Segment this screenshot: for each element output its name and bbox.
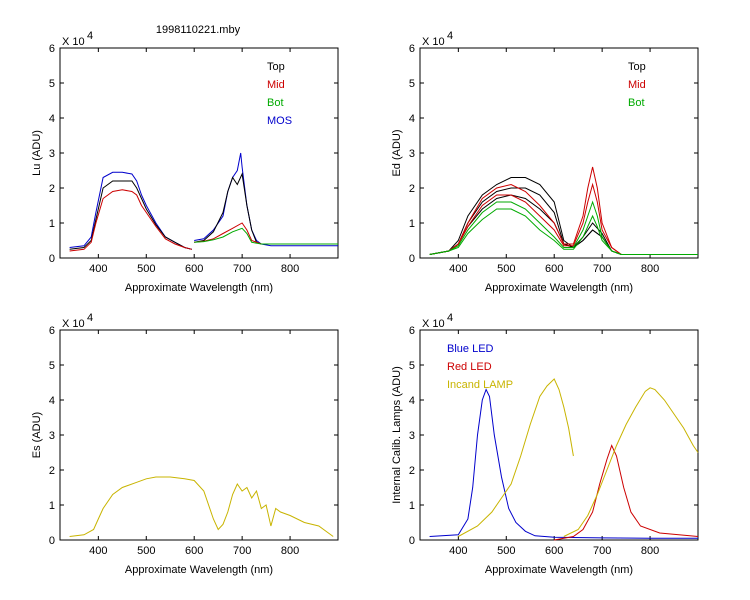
lamps-ytick-label: 4 xyxy=(409,395,415,407)
ed-ytick-label: 4 xyxy=(409,113,415,125)
lu-series-line xyxy=(194,227,338,245)
lu-ytick-label: 6 xyxy=(49,43,55,55)
es-xtick-label: 600 xyxy=(185,545,203,557)
ed-xtick-label: 700 xyxy=(593,263,611,275)
ed-ytick-label: 2 xyxy=(409,183,415,195)
lu-ytick-label: 0 xyxy=(49,253,55,265)
es-chart xyxy=(59,329,339,541)
ed-legend-entry: Mid xyxy=(628,79,646,91)
ed-ytick-label: 1 xyxy=(409,218,415,230)
lu-series-line xyxy=(194,172,338,245)
lu-exponent: X 10 xyxy=(62,36,85,48)
lu-legend-entry: MOS xyxy=(267,115,292,127)
es-ytick-label: 3 xyxy=(49,430,55,442)
lu-exponent-power: 4 xyxy=(87,30,93,42)
ed-ytick-label: 0 xyxy=(409,253,415,265)
ed-exponent: X 10 xyxy=(422,36,445,48)
lamps-ytick-label: 3 xyxy=(409,430,415,442)
lu-chart xyxy=(59,47,339,259)
ed-series-line xyxy=(429,182,698,255)
lu-legend-entry: Bot xyxy=(267,97,284,109)
ed-exponent-power: 4 xyxy=(447,30,453,42)
lu-ytick-label: 3 xyxy=(49,148,55,160)
lamps-ytick-label: 2 xyxy=(409,465,415,477)
es-exponent: X 10 xyxy=(62,318,85,330)
lamps-ytick-label: 1 xyxy=(409,500,415,512)
es-ytick-label: 1 xyxy=(49,500,55,512)
lamps-xtick-label: 800 xyxy=(641,545,659,557)
lu-xtick-label: 600 xyxy=(185,263,203,275)
lu-ytick-label: 4 xyxy=(49,113,55,125)
es-xtick-label: 400 xyxy=(89,545,107,557)
lamps-ylabel: Internal Calib. Lamps (ADU) xyxy=(391,366,403,504)
es-xlabel: Approximate Wavelength (nm) xyxy=(125,564,273,576)
ed-legend-entry: Top xyxy=(628,61,646,73)
lamps-xtick-label: 600 xyxy=(545,545,563,557)
lamps-series-line xyxy=(429,388,698,539)
lamps-ytick-label: 0 xyxy=(409,535,415,547)
lu-xtick-label: 500 xyxy=(137,263,155,275)
ed-series-line xyxy=(429,166,698,255)
lu-series-line xyxy=(194,152,338,247)
lu-xtick-label: 700 xyxy=(233,263,251,275)
lamps-xlabel: Approximate Wavelength (nm) xyxy=(485,564,633,576)
lu-xlabel: Approximate Wavelength (nm) xyxy=(125,282,273,294)
lamps-xtick-label: 700 xyxy=(593,545,611,557)
ed-xtick-label: 500 xyxy=(497,263,515,275)
es-ytick-label: 0 xyxy=(49,535,55,547)
lamps-chart xyxy=(419,329,699,541)
lu-ylabel: Lu (ADU) xyxy=(31,130,43,176)
es-ytick-label: 2 xyxy=(49,465,55,477)
ed-ytick-label: 3 xyxy=(409,148,415,160)
lu-ytick-label: 1 xyxy=(49,218,55,230)
es-ylabel: Es (ADU) xyxy=(31,412,43,458)
es-xtick-label: 800 xyxy=(281,545,299,557)
ed-legend-entry: Bot xyxy=(628,97,645,109)
lamps-ytick-label: 5 xyxy=(409,360,415,372)
lamps-exponent: X 10 xyxy=(422,318,445,330)
lu-ytick-label: 2 xyxy=(49,183,55,195)
lamps-xtick-label: 500 xyxy=(497,545,515,557)
ed-ytick-label: 5 xyxy=(409,78,415,90)
ed-ylabel: Ed (ADU) xyxy=(391,129,403,176)
lu-series-line xyxy=(69,180,192,250)
lu-series-line xyxy=(69,171,192,250)
ed-plot-frame xyxy=(419,47,699,259)
es-xtick-label: 700 xyxy=(233,545,251,557)
ed-xtick-label: 400 xyxy=(449,263,467,275)
lamps-series-line xyxy=(458,378,574,537)
lamps-legend-entry: Blue LED xyxy=(447,343,494,355)
lamps-legend-entry: Red LED xyxy=(447,361,492,373)
es-xtick-label: 500 xyxy=(137,545,155,557)
es-series-line xyxy=(69,476,334,537)
es-plot-frame xyxy=(59,329,339,541)
lamps-series-line xyxy=(563,387,699,537)
ed-ytick-label: 6 xyxy=(409,43,415,55)
ed-series-line xyxy=(429,200,698,255)
lu-ytick-label: 5 xyxy=(49,78,55,90)
lamps-legend-entry: Incand LAMP xyxy=(447,379,513,391)
ed-xtick-label: 800 xyxy=(641,263,659,275)
lamps-series-line xyxy=(554,444,699,541)
lamps-ytick-label: 6 xyxy=(409,325,415,337)
lamps-exponent-power: 4 xyxy=(447,312,453,324)
ed-chart xyxy=(419,47,699,259)
lu-xtick-label: 400 xyxy=(89,263,107,275)
es-ytick-label: 6 xyxy=(49,325,55,337)
ed-series-line xyxy=(429,208,698,255)
lu-legend-entry: Mid xyxy=(267,79,285,91)
es-exponent-power: 4 xyxy=(87,312,93,324)
es-ytick-label: 4 xyxy=(49,395,55,407)
lu-legend-entry: Top xyxy=(267,61,285,73)
lu-xtick-label: 800 xyxy=(281,263,299,275)
page-title: 1998110221.mby xyxy=(156,24,241,36)
ed-xlabel: Approximate Wavelength (nm) xyxy=(485,282,633,294)
es-ytick-label: 5 xyxy=(49,360,55,372)
lu-series-line xyxy=(69,189,192,252)
ed-xtick-label: 600 xyxy=(545,263,563,275)
lu-plot-frame xyxy=(59,47,339,259)
lamps-xtick-label: 400 xyxy=(449,545,467,557)
